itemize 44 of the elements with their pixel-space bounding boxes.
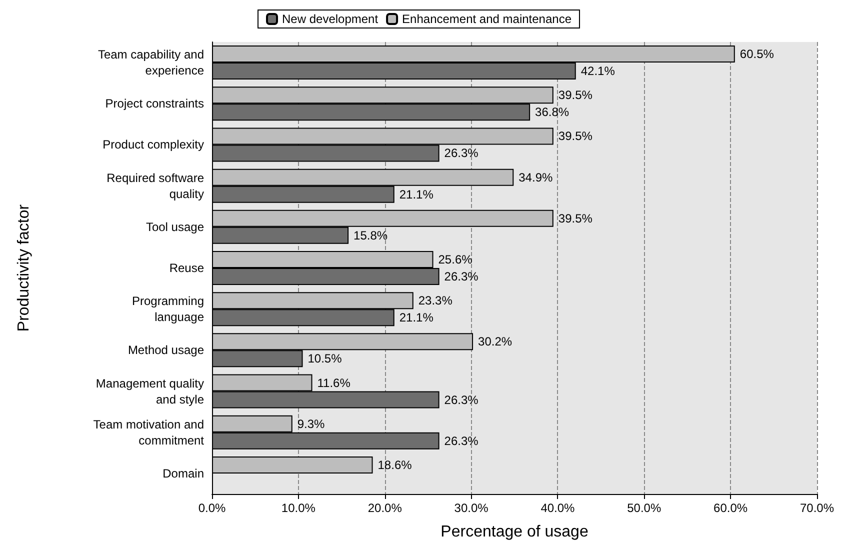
x-tick-label: 20.0% xyxy=(368,501,402,515)
x-tick-label: 30.0% xyxy=(454,501,489,515)
y-tick-label: Programming language xyxy=(132,294,204,324)
y-tick-label: Product complexity xyxy=(102,138,204,152)
data-label: 42.1% xyxy=(580,64,616,78)
data-label: 26.3% xyxy=(444,146,479,160)
x-tick-label: 40.0% xyxy=(540,501,576,515)
x-tick-label: 70.0% xyxy=(800,501,834,515)
y-tick-label: Reuse xyxy=(169,261,204,275)
data-label: 26.3% xyxy=(444,270,479,284)
data-label: 30.2% xyxy=(478,334,512,349)
y-tick-label: Team capability and experience xyxy=(98,48,204,78)
data-label: 21.1% xyxy=(399,310,434,325)
data-label: 9.3% xyxy=(297,416,326,431)
x-tick-label: 10.0% xyxy=(281,501,316,515)
data-label: 36.8% xyxy=(535,105,570,120)
x-axis-title: Percentage of usage xyxy=(440,524,588,540)
y-tick-label: Project constraints xyxy=(105,96,204,111)
legend-label: New development xyxy=(282,12,379,26)
y-tick-label: Team motivation and commitment xyxy=(93,417,205,448)
data-label: 25.6% xyxy=(438,252,473,266)
x-tick-label: 50.0% xyxy=(627,501,662,515)
data-label: 21.1% xyxy=(399,187,434,202)
x-tick-label: 0.0% xyxy=(198,501,226,515)
data-label: 15.8% xyxy=(354,228,388,242)
y-tick-label: Method usage xyxy=(128,343,204,358)
data-label: 26.3% xyxy=(444,434,479,448)
data-label: 10.5% xyxy=(308,352,342,366)
data-label: 11.6% xyxy=(317,376,351,390)
data-label: 39.5% xyxy=(558,129,593,144)
data-label: 60.5% xyxy=(740,47,774,62)
y-axis-title: Productivity factor xyxy=(16,204,32,332)
y-tick-label: Domain xyxy=(162,466,204,480)
x-tick-label: 60.0% xyxy=(714,501,748,515)
y-tick-label: Management quality and style xyxy=(96,376,204,406)
data-label: 34.9% xyxy=(518,170,553,184)
data-label: 23.3% xyxy=(418,294,453,308)
legend-label: Enhancement and maintenance xyxy=(402,12,572,26)
y-tick-label: Required software quality xyxy=(106,170,204,201)
y-tick-label: Tool usage xyxy=(146,220,204,234)
data-label: 39.5% xyxy=(558,211,593,226)
data-label: 18.6% xyxy=(378,458,412,472)
data-label: 39.5% xyxy=(558,88,593,102)
data-label: 26.3% xyxy=(444,392,479,407)
